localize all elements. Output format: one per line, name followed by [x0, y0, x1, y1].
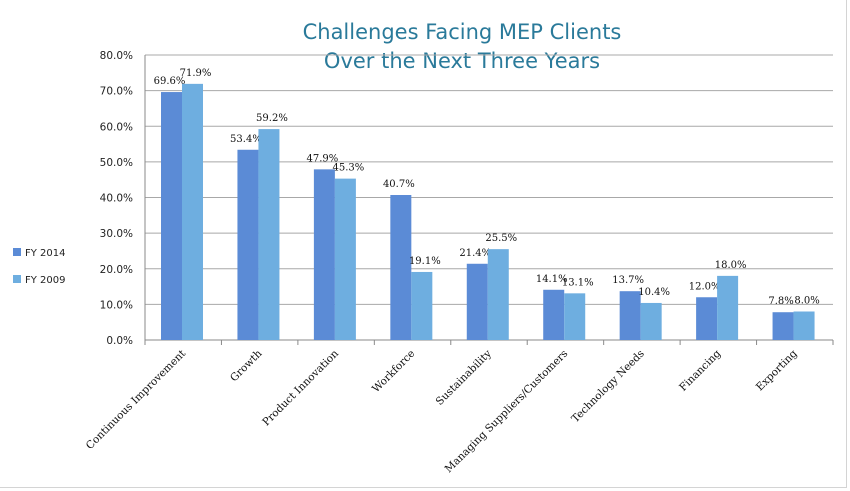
y-tick-label: 60.0% — [100, 121, 133, 133]
y-tick-label: 10.0% — [100, 299, 133, 311]
legend-swatch — [13, 248, 21, 256]
category-label: Technology Needs — [569, 348, 646, 425]
data-label: 59.2% — [256, 113, 288, 124]
chart-title-line-1: Challenges Facing MEP Clients — [302, 20, 622, 44]
legend-label: FY 2014 — [25, 248, 66, 259]
category-label: Sustainability — [434, 348, 494, 408]
bar-fy-2009 — [640, 302, 662, 340]
bar-fy-2014 — [390, 195, 412, 340]
bar-fy-2009 — [564, 293, 586, 340]
data-label: 53.4% — [230, 134, 262, 145]
data-label: 47.9% — [306, 153, 338, 164]
bar-fy-2009 — [182, 83, 203, 340]
bar-fy-2014 — [161, 92, 182, 340]
bar-fy-2009 — [793, 311, 815, 340]
y-tick-label: 20.0% — [100, 264, 133, 276]
data-label: 19.1% — [409, 256, 441, 267]
category-label: Growth — [228, 347, 265, 384]
category-label: Continuous Improvement — [84, 347, 189, 452]
bar-fy-2014 — [543, 289, 565, 340]
data-label: 25.5% — [485, 233, 517, 244]
category-label: Workforce — [370, 348, 417, 395]
bar-fy-2014 — [466, 263, 488, 340]
y-tick-label: 0.0% — [106, 335, 133, 347]
bar-fy-2014 — [696, 297, 718, 340]
y-tick-label: 80.0% — [100, 50, 133, 62]
chart-title-line-2: Over the Next Three Years — [323, 49, 601, 73]
data-label: 71.9% — [180, 68, 212, 79]
bar-fy-2009 — [334, 178, 356, 340]
data-label: 18.0% — [715, 260, 747, 271]
bar-fy-2014 — [313, 169, 335, 340]
data-label: 45.3% — [332, 163, 364, 174]
legend-label: FY 2009 — [25, 275, 66, 286]
bar-fy-2014 — [619, 291, 641, 340]
data-label: 12.0% — [689, 281, 721, 292]
y-tick-label: 40.0% — [100, 193, 133, 205]
data-label: 13.1% — [562, 277, 594, 288]
bar-fy-2014 — [772, 312, 794, 340]
y-tick-label: 70.0% — [100, 86, 133, 98]
category-label: Product Innovation — [260, 347, 341, 428]
data-label: 69.6% — [154, 76, 186, 87]
category-label: Exporting — [754, 347, 800, 393]
bar-fy-2009 — [717, 275, 739, 340]
bar-fy-2009 — [258, 129, 280, 340]
bar-fy-2009 — [487, 249, 509, 340]
category-label: Financing — [677, 347, 723, 393]
bar-fy-2014 — [237, 149, 259, 340]
data-label: 21.4% — [459, 248, 491, 259]
category-label: Managing Suppliers/Customers — [443, 348, 571, 476]
data-label: 8.0% — [794, 296, 819, 307]
data-label: 13.7% — [612, 275, 644, 286]
bar-fy-2009 — [411, 271, 433, 340]
data-label: 40.7% — [383, 179, 415, 190]
data-label: 7.8% — [768, 296, 793, 307]
legend-swatch — [13, 275, 21, 283]
y-tick-label: 30.0% — [100, 228, 133, 240]
y-tick-label: 50.0% — [100, 157, 133, 169]
data-label: 10.4% — [638, 287, 670, 298]
data-label: 14.1% — [536, 274, 568, 285]
